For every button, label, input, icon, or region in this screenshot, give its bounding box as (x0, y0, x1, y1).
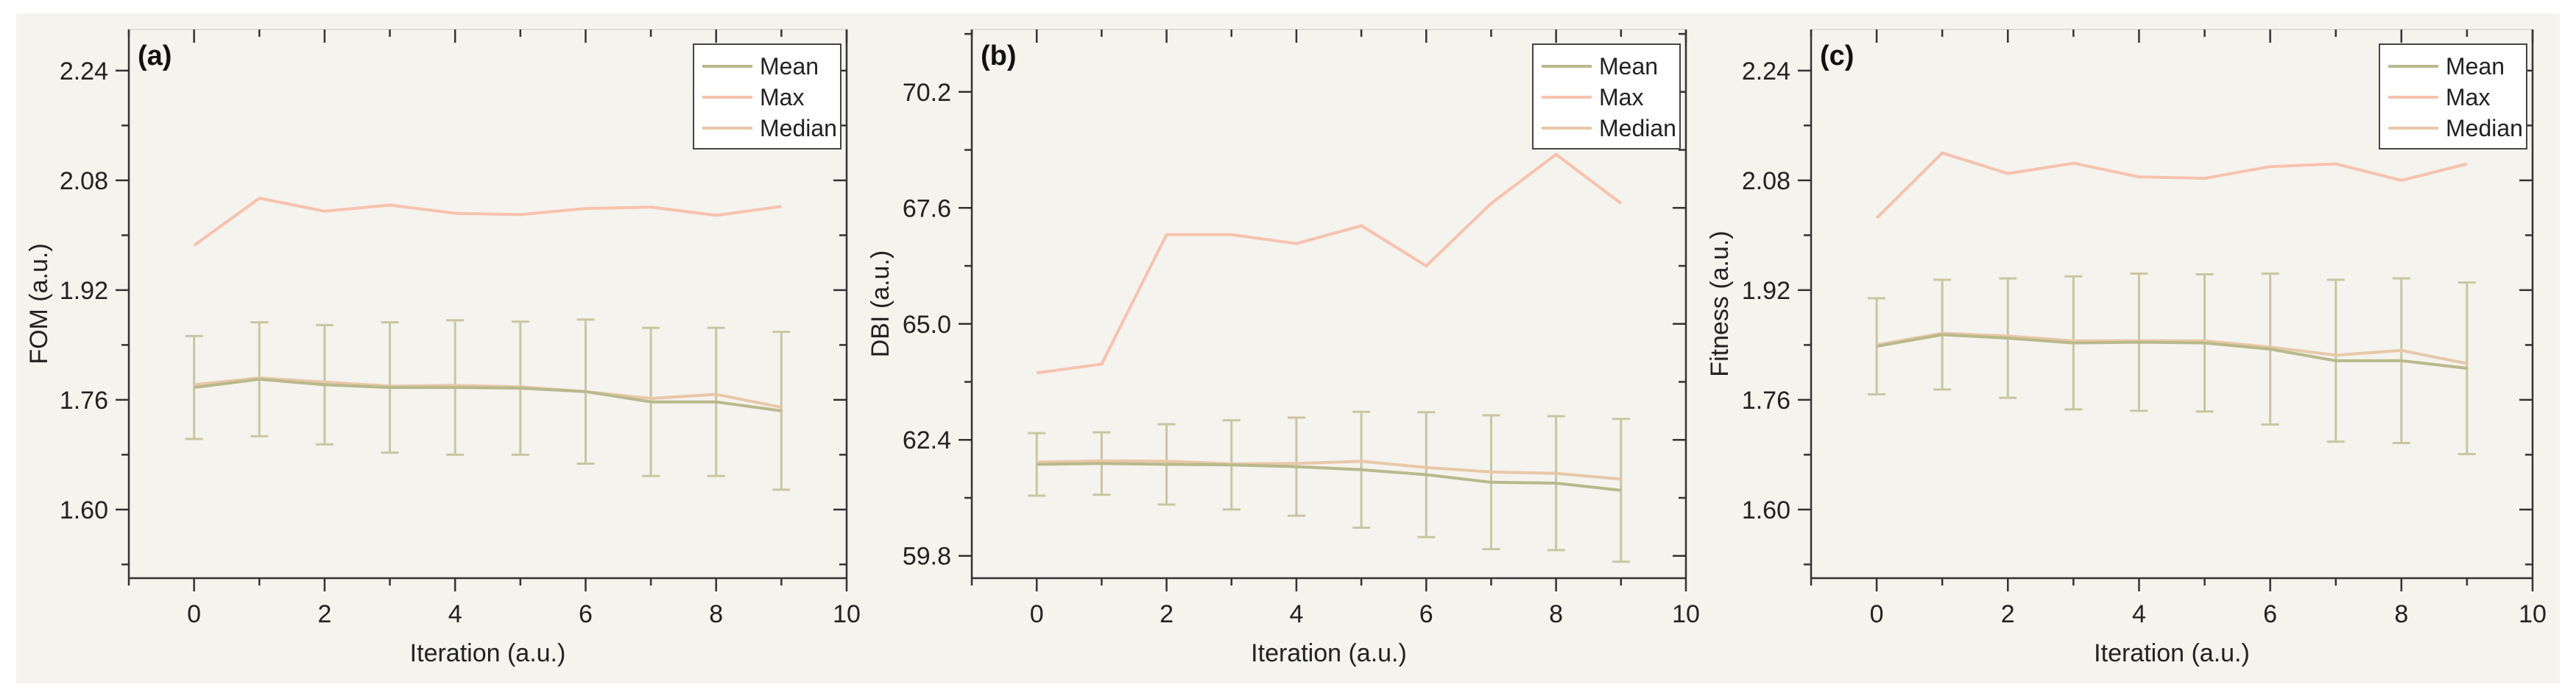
series-line-max (1036, 152, 1623, 375)
panel-label: (b) (981, 41, 1017, 71)
y-tick-label: 1.60 (60, 496, 108, 524)
y-axis-title: FOM (a.u.) (25, 243, 53, 364)
series-line-median (1876, 331, 2468, 365)
x-tick-label: 6 (579, 600, 593, 628)
y-axis-title: DBI (a.u.) (867, 250, 894, 357)
x-tick-label: 0 (1030, 600, 1044, 628)
panel-label: (c) (1820, 41, 1854, 71)
y-tick-label: 2.08 (60, 167, 108, 195)
x-axis-title: Iteration (a.u.) (410, 639, 566, 667)
y-tick-label: 1.76 (1742, 387, 1790, 415)
y-tick-label: 1.76 (60, 387, 108, 415)
x-tick-label: 2 (1160, 600, 1174, 628)
error-bar (1612, 418, 1630, 563)
y-axis-title: Fitness (a.u.) (1706, 231, 1734, 376)
legend-label-max: Max (1599, 84, 1643, 110)
legend-label-median: Median (1599, 115, 1676, 141)
x-tick-label: 0 (187, 600, 201, 628)
x-tick-label: 10 (1672, 600, 1700, 628)
panel-label: (a) (138, 41, 172, 71)
panel-a: 0 2 4 6 8 10 1.60 1.76 1.92 2.08 2.24 Iteration (a.… (25, 29, 861, 667)
legend-label-max: Max (2446, 84, 2490, 110)
y-tick-label: 2.24 (1742, 57, 1790, 85)
error-bar (2457, 281, 2476, 455)
legend: Mean Max Median (2379, 43, 2527, 150)
figure-background (16, 13, 2560, 683)
panel-c: 0 2 4 6 8 10 1.60 1.76 1.92 2.08 2.24 Iteration (a.… (1706, 29, 2547, 667)
x-axis-title: Iteration (a.u.) (2094, 639, 2250, 667)
series-line-max (1875, 151, 2468, 219)
series-line-median (194, 376, 782, 409)
y-tick-label: 65.0 (903, 311, 951, 339)
series-line-median (1037, 459, 1621, 481)
x-tick-label: 8 (2394, 600, 2408, 628)
y-tick-label: 1.60 (1742, 496, 1790, 524)
error-bar (1868, 297, 1886, 396)
legend-label-median: Median (2446, 115, 2523, 141)
y-tick-label: 1.92 (60, 277, 108, 305)
x-tick-label: 4 (2132, 600, 2146, 628)
legend-label-mean: Mean (1599, 53, 1658, 80)
legend: Mean Max Median (1532, 43, 1681, 150)
legend-label-mean: Mean (760, 53, 819, 80)
legend: Mean Max Median (693, 43, 841, 150)
x-tick-label: 0 (1870, 600, 1884, 628)
series-line-mean (1876, 333, 2468, 370)
series-line-mean (194, 377, 782, 412)
series-line-mean (1037, 462, 1622, 492)
x-tick-label: 4 (1289, 600, 1303, 628)
y-tick-label: 62.4 (903, 426, 951, 454)
x-tick-label: 10 (833, 600, 861, 628)
y-tick-label: 59.8 (903, 543, 951, 571)
y-tick-label: 2.24 (60, 57, 108, 85)
y-tick-label: 67.6 (903, 194, 951, 222)
x-tick-label: 8 (709, 600, 723, 628)
x-tick-label: 10 (2519, 600, 2547, 628)
x-tick-label: 4 (448, 600, 462, 628)
x-axis-title: Iteration (a.u.) (1251, 639, 1407, 667)
x-tick-label: 8 (1549, 600, 1563, 628)
legend-label-mean: Mean (2446, 53, 2505, 80)
y-tick-label: 1.92 (1742, 277, 1790, 305)
legend-box (1532, 43, 1681, 150)
x-tick-label: 2 (317, 600, 331, 628)
y-tick-label: 70.2 (903, 79, 951, 107)
error-bar (1028, 432, 1046, 497)
series-line-max (193, 197, 782, 247)
panel-b: 0 2 4 6 8 10 59.8 62.4 65.0 67.6 70.2 Iteration (a.… (867, 29, 1700, 667)
x-tick-label: 6 (2263, 600, 2277, 628)
legend-label-max: Max (760, 84, 804, 110)
y-tick-label: 2.08 (1742, 167, 1790, 195)
x-tick-label: 6 (1419, 600, 1433, 628)
x-tick-label: 2 (2001, 600, 2015, 628)
legend-label-median: Median (760, 115, 837, 141)
